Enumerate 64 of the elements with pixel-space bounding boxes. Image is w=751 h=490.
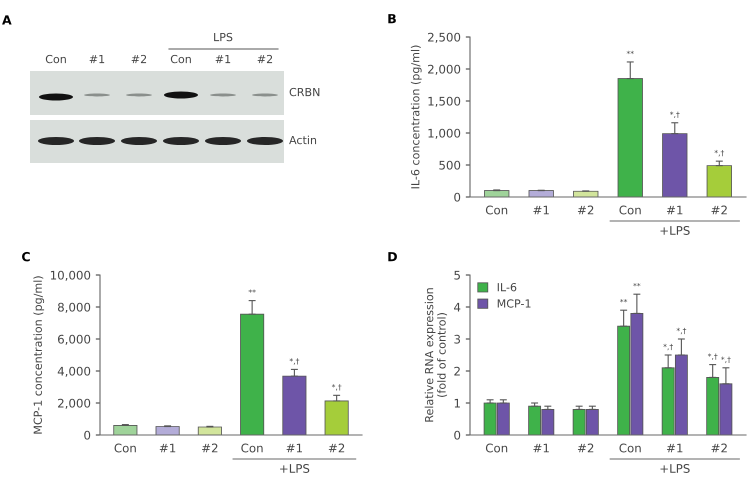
category-label: #1 [90,54,104,64]
x-tick-label: #1 [286,444,302,452]
x-tick-label: #1 [666,444,682,452]
x-tick-label: #1 [160,444,176,452]
y-tick-label: 500 [439,160,460,170]
y-tick-label: 0 [454,192,460,202]
y-axis-title: MCP-1 concentration (pg/ml) [33,276,44,434]
text: LPS [214,32,232,42]
y-tick-label: 4 [454,302,460,312]
y-tick-label: 6,000 [58,334,90,345]
y-tick-label: 4,000 [58,366,90,377]
y-tick-label: 0 [454,430,460,440]
category-label: Con [170,54,191,64]
category-label: Con [46,54,66,64]
bar [573,190,598,197]
x-axis-title: +LPS [660,226,690,235]
x-tick-label: Con [241,444,263,452]
y-tick-label: 1,000 [428,128,460,139]
chart-title: D [388,252,397,262]
y-tick-label: 10,000 [50,270,90,281]
bar [528,190,554,197]
y-tick-label: 5 [454,270,460,280]
bar [198,426,222,435]
y-tick-label: 2 [454,366,460,376]
chart-title: B [388,14,396,24]
category-label: #1 [216,54,230,64]
text: A [2,15,12,24]
x-tick-label: #2 [202,444,218,452]
x-tick-label: #1 [533,444,549,452]
chart-title: C [22,252,30,262]
x-tick-label: Con [486,444,508,452]
category-label: #2 [132,54,146,64]
x-tick-label: #2 [712,206,727,214]
text: CRBN [290,88,320,96]
x-tick-label: Con [619,206,641,214]
bar [156,426,180,435]
bar [484,190,510,197]
x-tick-label: #2 [578,206,594,214]
x-axis-title: +LPS [280,464,310,473]
bar [706,165,732,197]
y-tick-label: 2,000 [428,64,460,75]
x-tick-label: Con [619,444,641,452]
legend-label: MCP-1 [498,299,531,308]
legend-label: IL-6 [498,282,516,292]
y-tick-label: 3 [454,334,460,344]
x-tick-label: Con [114,444,136,452]
y-axis-title: Relative RNA expression (fold of control) [424,288,448,422]
text: Actin [289,136,316,144]
x-tick-label: #1 [533,206,549,214]
x-tick-label: #2 [712,444,727,452]
category-label: #2 [258,54,272,64]
x-tick-label: #2 [578,444,594,452]
x-tick-label: #1 [666,206,682,214]
x-tick-label: #2 [328,444,344,452]
y-tick-label: 0 [84,430,90,440]
y-tick-label: 2,000 [58,398,90,409]
y-tick-label: 2,500 [428,32,460,43]
y-axis-title: IL-6 concentration (pg/ml) [410,46,422,188]
y-tick-label: 1 [454,398,460,408]
y-tick-label: 8,000 [58,302,90,313]
x-axis-title: +LPS [660,464,690,473]
bar [113,424,138,435]
x-tick-label: Con [486,206,508,214]
y-tick-label: 1,500 [428,96,460,107]
